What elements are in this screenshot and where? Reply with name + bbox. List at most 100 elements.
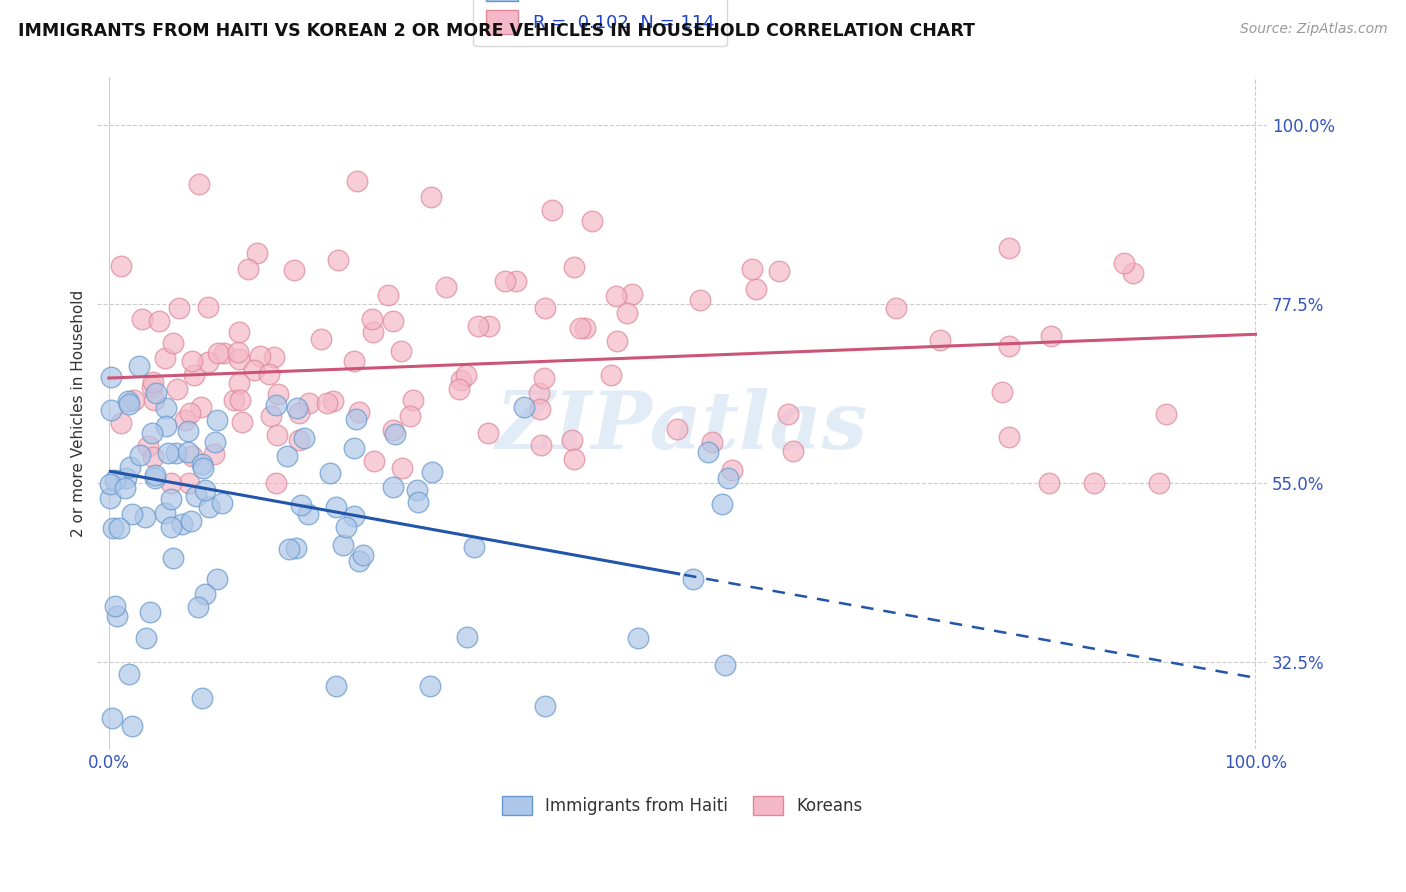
Point (782, 443, 804, 458)
Point (533, 698, 555, 713)
Point (191, 461, 214, 475)
Point (131, 312, 153, 326)
Point (745, 281, 768, 295)
Point (332, 538, 354, 552)
Point (360, 312, 382, 326)
Point (346, 174, 368, 188)
Point (174, 413, 197, 427)
Point (710, 497, 733, 511)
Point (665, 422, 688, 436)
Point (118, 460, 141, 475)
Point (284, 541, 307, 555)
Point (283, 262, 305, 277)
Point (197, 301, 219, 315)
Point (382, 424, 405, 438)
Point (179, 406, 201, 420)
Point (278, 542, 301, 557)
Point (463, 540, 485, 554)
Point (118, 666, 141, 681)
Point (121, 718, 143, 732)
Point (456, 630, 478, 644)
Point (98, 476, 121, 491)
Point (198, 500, 221, 514)
Point (562, 260, 585, 274)
Text: Source: ZipAtlas.com: Source: ZipAtlas.com (1240, 22, 1388, 37)
Point (884, 301, 907, 316)
Point (574, 321, 596, 335)
Point (606, 334, 628, 349)
Point (155, 507, 177, 521)
Point (166, 382, 188, 396)
Point (581, 213, 603, 227)
Point (188, 177, 211, 191)
Point (257, 368, 280, 382)
Point (391, 461, 413, 475)
Point (1154, 407, 1177, 421)
Point (384, 427, 406, 442)
Point (406, 495, 429, 509)
Point (402, 392, 425, 407)
Point (110, 416, 132, 430)
Point (145, 386, 167, 401)
Point (419, 679, 441, 693)
Point (928, 333, 950, 347)
Point (165, 446, 187, 460)
Point (377, 287, 399, 301)
Point (194, 483, 217, 497)
Point (179, 475, 201, 490)
Point (343, 509, 366, 524)
Point (447, 382, 470, 396)
Point (1147, 475, 1170, 490)
Point (180, 514, 202, 528)
Point (682, 572, 704, 586)
Point (285, 401, 308, 415)
Point (530, 438, 553, 452)
Point (605, 289, 627, 303)
Point (184, 489, 207, 503)
Point (142, 393, 165, 408)
Point (363, 454, 385, 468)
Point (1083, 475, 1105, 490)
Point (207, 345, 229, 359)
Y-axis label: 2 or more Vehicles in Household: 2 or more Vehicles in Household (72, 290, 86, 537)
Point (478, 319, 501, 334)
Legend: Immigrants from Haiti, Koreans: Immigrants from Haiti, Koreans (495, 789, 869, 822)
Point (134, 509, 156, 524)
Point (197, 355, 219, 369)
Point (104, 473, 127, 487)
Point (382, 480, 405, 494)
Point (266, 428, 288, 442)
Point (231, 415, 253, 429)
Point (541, 203, 564, 218)
Point (434, 280, 457, 294)
Point (98, 491, 121, 505)
Point (998, 241, 1021, 255)
Point (260, 409, 283, 424)
Point (141, 426, 163, 441)
Point (1038, 475, 1060, 490)
Point (450, 373, 472, 387)
Point (316, 396, 339, 410)
Point (398, 409, 420, 423)
Point (177, 445, 200, 459)
Point (477, 425, 499, 440)
Point (157, 446, 180, 460)
Point (229, 393, 252, 408)
Point (616, 306, 638, 320)
Point (100, 370, 122, 384)
Point (122, 392, 145, 407)
Point (246, 246, 269, 260)
Point (101, 710, 124, 724)
Point (290, 498, 312, 512)
Point (467, 318, 489, 333)
Point (319, 467, 342, 481)
Point (222, 392, 245, 407)
Point (153, 351, 176, 365)
Point (702, 435, 724, 450)
Point (513, 400, 536, 414)
Text: ZIPatlas: ZIPatlas (496, 388, 868, 466)
Point (143, 467, 166, 482)
Point (100, 403, 122, 417)
Point (533, 371, 555, 385)
Point (991, 385, 1014, 400)
